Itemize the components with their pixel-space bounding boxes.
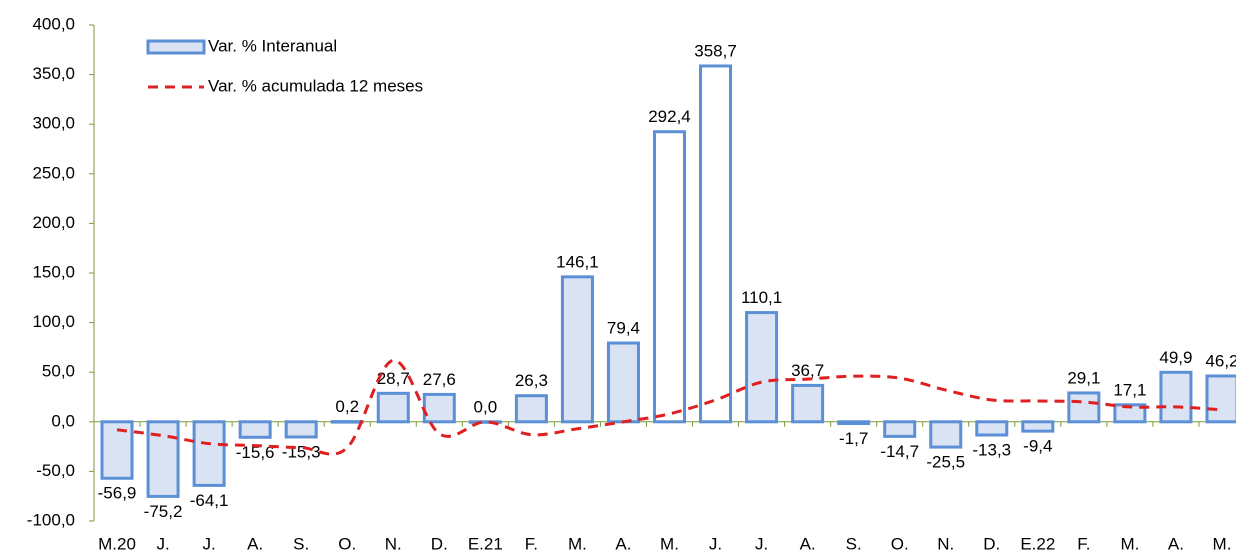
bar <box>1067 391 1101 424</box>
y-tick-label: 100,0 <box>32 312 75 331</box>
x-tick-label: F. <box>1077 534 1090 553</box>
bar <box>560 275 594 424</box>
bar <box>975 420 1009 437</box>
value-label: -14,7 <box>880 442 919 461</box>
y-tick-label: -100,0 <box>27 510 75 529</box>
bar <box>653 130 686 424</box>
bar <box>1159 370 1193 424</box>
value-label: 28,7 <box>377 369 410 388</box>
value-label: 110,1 <box>741 288 782 307</box>
x-tick-label: J. <box>202 534 215 553</box>
bar <box>1113 403 1147 424</box>
x-tick-label: M. <box>568 534 587 553</box>
bar <box>883 420 917 438</box>
x-tick-label: M. <box>1213 534 1232 553</box>
x-tick-label: A. <box>800 534 816 553</box>
x-tick-label: E.22 <box>1020 534 1055 553</box>
bar <box>929 420 963 449</box>
value-label: -15,6 <box>236 443 275 462</box>
y-tick-label: 350,0 <box>32 64 75 83</box>
value-label: -25,5 <box>926 453 965 472</box>
bar <box>330 420 364 424</box>
value-label: 146,1 <box>556 252 599 271</box>
bar <box>376 391 410 424</box>
y-tick-label: 200,0 <box>32 213 75 232</box>
bar <box>514 394 548 424</box>
x-tick-label: J. <box>755 534 768 553</box>
x-tick-label: A. <box>247 534 263 553</box>
x-tick-label: A. <box>1168 534 1184 553</box>
y-tick-label: 0,0 <box>51 411 75 430</box>
bar <box>791 383 825 424</box>
value-label: 27,6 <box>423 370 456 389</box>
value-label: 0,2 <box>335 397 359 416</box>
x-tick-label: F. <box>525 534 538 553</box>
value-label: 17,1 <box>1113 380 1146 399</box>
value-label: 79,4 <box>607 319 640 338</box>
x-tick-label: S. <box>846 534 862 553</box>
value-label: -75,2 <box>144 502 183 521</box>
bar <box>837 420 871 425</box>
bar <box>422 392 456 424</box>
value-label: 36,7 <box>791 361 824 380</box>
bar <box>468 420 502 424</box>
legend-label: Var. % acumulada 12 meses <box>208 76 423 95</box>
x-tick-label: N. <box>385 534 402 553</box>
x-tick-label: M. <box>1120 534 1139 553</box>
x-tick-label: O. <box>891 534 909 553</box>
bar <box>192 420 226 487</box>
x-tick-label: O. <box>338 534 356 553</box>
line <box>116 358 1223 456</box>
bar <box>699 64 733 424</box>
y-tick-label: -50,0 <box>36 461 75 480</box>
y-tick-label: 150,0 <box>32 262 75 281</box>
value-label: 358,7 <box>694 41 737 60</box>
x-tick-label: S. <box>293 534 309 553</box>
y-tick-label: 300,0 <box>32 114 75 133</box>
x-tick-label: D. <box>983 534 1000 553</box>
value-label: -64,1 <box>190 491 229 510</box>
bar <box>606 341 640 424</box>
value-label: -15,3 <box>282 442 321 461</box>
y-tick-label: 250,0 <box>32 163 75 182</box>
y-tick-label: 400,0 <box>32 14 75 33</box>
bar <box>146 420 180 498</box>
value-label: 0,0 <box>474 397 498 416</box>
value-label: 46,2 <box>1205 351 1236 370</box>
bar <box>1021 420 1055 433</box>
x-tick-label: J. <box>709 534 722 553</box>
value-label: 26,3 <box>515 371 548 390</box>
bar <box>745 311 779 424</box>
x-tick-label: E.21 <box>468 534 503 553</box>
value-label: 292,4 <box>648 107 691 126</box>
x-tick-label: M. <box>660 534 679 553</box>
bar <box>1205 374 1236 424</box>
legend-swatch <box>146 39 206 55</box>
x-tick-label: M.20 <box>98 534 136 553</box>
x-tick-label: D. <box>431 534 448 553</box>
value-label: -13,3 <box>972 440 1011 459</box>
y-tick-label: 50,0 <box>42 362 75 381</box>
legend-label: Var. % Interanual <box>208 36 337 55</box>
x-tick-label: A. <box>615 534 631 553</box>
x-tick-label: J. <box>156 534 169 553</box>
value-label: 49,9 <box>1159 348 1192 367</box>
value-label: -1,7 <box>839 429 868 448</box>
value-label: -9,4 <box>1023 437 1052 456</box>
bar <box>284 420 318 439</box>
value-label: -56,9 <box>98 484 137 503</box>
bar <box>238 420 272 439</box>
value-label: 29,1 <box>1067 368 1100 387</box>
x-tick-label: N. <box>937 534 954 553</box>
